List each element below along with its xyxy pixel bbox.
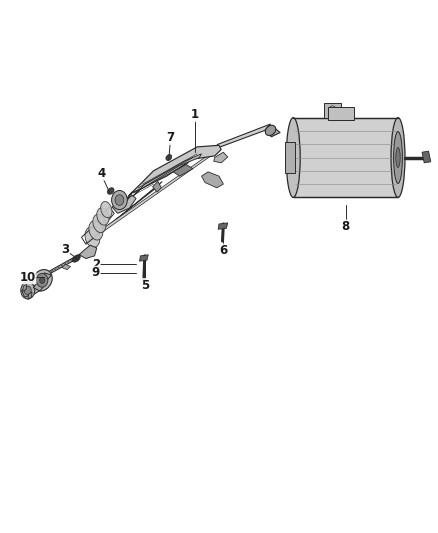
Circle shape	[115, 195, 124, 205]
Polygon shape	[41, 273, 51, 279]
Polygon shape	[140, 255, 148, 261]
Ellipse shape	[93, 214, 106, 232]
Polygon shape	[286, 142, 295, 173]
Polygon shape	[21, 288, 31, 297]
Text: 8: 8	[342, 220, 350, 233]
Ellipse shape	[101, 201, 112, 217]
Polygon shape	[79, 245, 97, 259]
Text: 3: 3	[61, 243, 69, 256]
Polygon shape	[28, 285, 40, 294]
Polygon shape	[201, 172, 223, 188]
Polygon shape	[33, 284, 43, 291]
Text: 9: 9	[92, 266, 100, 279]
Polygon shape	[28, 292, 32, 300]
Polygon shape	[121, 146, 221, 205]
Ellipse shape	[97, 208, 109, 225]
Circle shape	[112, 190, 127, 209]
Polygon shape	[422, 151, 431, 163]
Ellipse shape	[89, 221, 103, 240]
Circle shape	[21, 282, 35, 299]
Text: 2: 2	[92, 258, 100, 271]
Ellipse shape	[396, 148, 400, 167]
Ellipse shape	[166, 155, 172, 160]
Circle shape	[24, 286, 31, 295]
Text: 10: 10	[20, 271, 36, 284]
Circle shape	[36, 273, 48, 287]
Text: 4: 4	[97, 167, 105, 180]
Polygon shape	[86, 181, 162, 243]
Polygon shape	[132, 154, 201, 197]
Polygon shape	[324, 103, 341, 118]
Polygon shape	[214, 152, 228, 163]
Polygon shape	[99, 151, 215, 235]
Polygon shape	[218, 223, 228, 229]
Circle shape	[329, 106, 336, 115]
Polygon shape	[112, 195, 136, 213]
Polygon shape	[62, 264, 71, 270]
Ellipse shape	[394, 132, 403, 183]
Circle shape	[39, 277, 45, 284]
Polygon shape	[173, 165, 193, 176]
Text: 6: 6	[219, 244, 227, 257]
Ellipse shape	[85, 227, 100, 247]
Polygon shape	[22, 284, 27, 292]
Polygon shape	[114, 195, 125, 208]
Polygon shape	[265, 127, 280, 137]
Polygon shape	[328, 107, 354, 120]
Polygon shape	[46, 253, 81, 276]
Polygon shape	[293, 118, 398, 197]
Polygon shape	[152, 181, 161, 192]
Text: 5: 5	[141, 279, 149, 292]
Text: 1: 1	[191, 109, 199, 122]
Ellipse shape	[72, 255, 80, 262]
Ellipse shape	[32, 270, 52, 291]
Ellipse shape	[391, 118, 405, 197]
Ellipse shape	[107, 188, 114, 194]
Text: 7: 7	[166, 131, 174, 144]
Ellipse shape	[265, 125, 276, 135]
Ellipse shape	[286, 118, 300, 197]
Polygon shape	[210, 124, 271, 151]
